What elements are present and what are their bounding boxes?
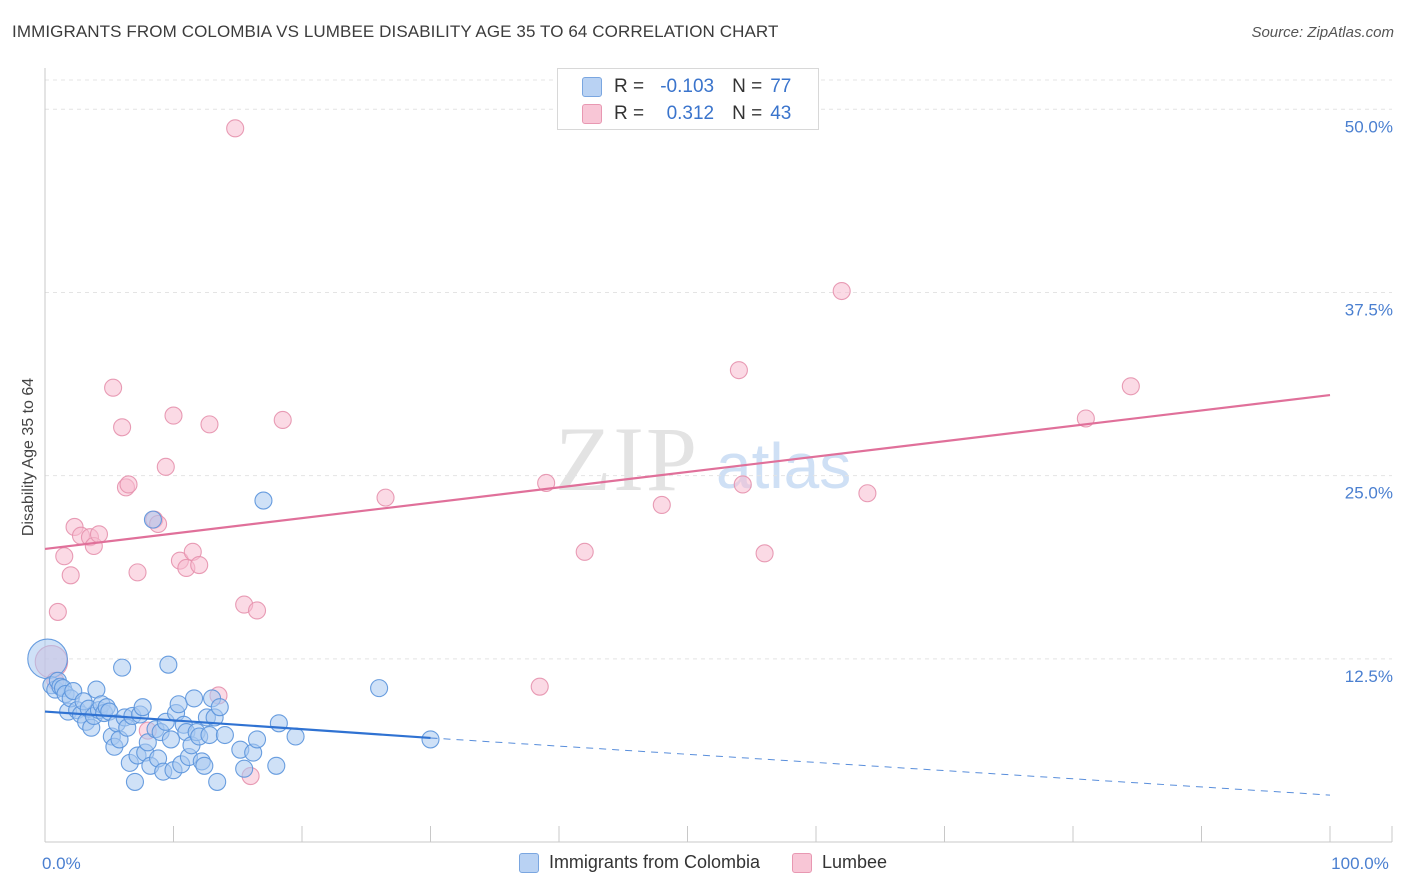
stats-r-value-pink: 0.312 [666, 103, 715, 124]
y-axis-label: Disability Age 35 to 64 [20, 378, 37, 536]
lumbee-point [128, 563, 147, 582]
x-tick-label: 0.0% [42, 854, 81, 873]
x-tick-label: 100.0% [1331, 854, 1389, 873]
source-credit: Source: ZipAtlas.com [1251, 24, 1394, 41]
lumbee-point [55, 547, 74, 566]
colombia-point [133, 698, 152, 717]
legend-item-lumbee[interactable]: Lumbee [792, 852, 887, 873]
y-tick-label: 37.5% [1345, 300, 1393, 319]
grid [45, 79, 1392, 660]
legend-swatch-pink [792, 852, 812, 873]
axes [44, 68, 1393, 843]
lumbee-point [164, 406, 183, 425]
colombia-points [27, 491, 440, 791]
stats-swatch-blue [582, 77, 602, 97]
lumbee-point [156, 457, 175, 476]
legend: Immigrants from Colombia Lumbee [0, 852, 1406, 873]
lumbee-point [113, 418, 132, 437]
watermark: ZIP atlas [555, 408, 851, 510]
legend-label-lumbee: Lumbee [822, 852, 888, 872]
lumbee-point [575, 542, 594, 561]
colombia-point [370, 679, 389, 698]
lumbee-point [537, 473, 556, 493]
colombia-point [159, 655, 178, 674]
colombia-point [254, 491, 273, 510]
stats-n-value-pink: 43 [770, 103, 792, 124]
lumbee-point [530, 677, 549, 696]
colombia-point [125, 772, 144, 791]
colombia-point [286, 727, 305, 746]
colombia-point [210, 698, 229, 717]
y-tick-label: 12.5% [1345, 667, 1393, 686]
lumbee-point [190, 555, 209, 575]
y-tick-label: 50.0% [1345, 117, 1393, 136]
stats-r-value-blue: -0.103 [660, 76, 715, 97]
lumbee-point [376, 488, 395, 507]
lumbee-point [200, 415, 219, 434]
colombia-point [215, 725, 234, 745]
colombia-point [143, 510, 162, 529]
colombia-point [200, 725, 219, 745]
stats-n-label-pink: N = [732, 103, 763, 124]
lumbee-point [858, 484, 877, 503]
stats-n-value-blue: 77 [770, 76, 792, 97]
lumbee-point [733, 475, 752, 494]
colombia-point [269, 714, 288, 733]
lumbee-point [226, 119, 245, 138]
stats-row-blue: R = -0.103 N = 77 [582, 74, 791, 100]
lumbee-point [119, 475, 138, 494]
x-tick-labels: 0.0% 100.0% [42, 854, 1389, 873]
trend-lines [44, 393, 1331, 796]
stats-swatch-pink [582, 104, 602, 124]
lumbee-point [1121, 377, 1140, 396]
legend-item-colombia[interactable]: Immigrants from Colombia [518, 852, 760, 873]
lumbee-point [273, 410, 292, 430]
colombia-point [195, 756, 214, 775]
lumbee-point [729, 361, 748, 380]
colombia-trend-extension [430, 737, 1331, 796]
lumbee-point [48, 602, 67, 621]
colombia-point [161, 730, 180, 749]
colombia-point [235, 759, 254, 778]
lumbee-point [61, 566, 80, 585]
colombia-point [169, 695, 188, 714]
colombia-point [267, 756, 286, 775]
stats-row-pink: R = 0.312 N = 43 [582, 101, 791, 127]
colombia-point [208, 772, 227, 791]
stats-r-label-pink: R = [614, 103, 645, 124]
lumbee-point [832, 281, 851, 301]
colombia-point [247, 730, 267, 749]
legend-label-colombia: Immigrants from Colombia [548, 852, 760, 872]
lumbee-trend-line [44, 393, 1331, 551]
colombia-point [185, 689, 204, 708]
lumbee-point [89, 525, 109, 544]
colombia-trend-line [44, 710, 431, 740]
colombia-point [113, 658, 132, 677]
lumbee-point [755, 544, 774, 563]
stats-n-label-blue: N = [732, 76, 763, 97]
y-tick-labels: 12.5% 25.0% 37.5% 50.0% [1345, 117, 1393, 686]
lumbee-point [104, 378, 123, 397]
stats-box: R = -0.103 N = 77 R = 0.312 N = 43 [557, 68, 819, 130]
lumbee-point [652, 495, 671, 515]
y-tick-label: 25.0% [1345, 484, 1393, 503]
colombia-point [421, 730, 440, 749]
watermark-zip: ZIP [555, 408, 699, 510]
stats-r-label-blue: R = [614, 76, 645, 97]
lumbee-point [247, 601, 267, 620]
legend-swatch-blue [518, 852, 539, 873]
chart-title: IMMIGRANTS FROM COLOMBIA VS LUMBEE DISAB… [12, 22, 779, 41]
